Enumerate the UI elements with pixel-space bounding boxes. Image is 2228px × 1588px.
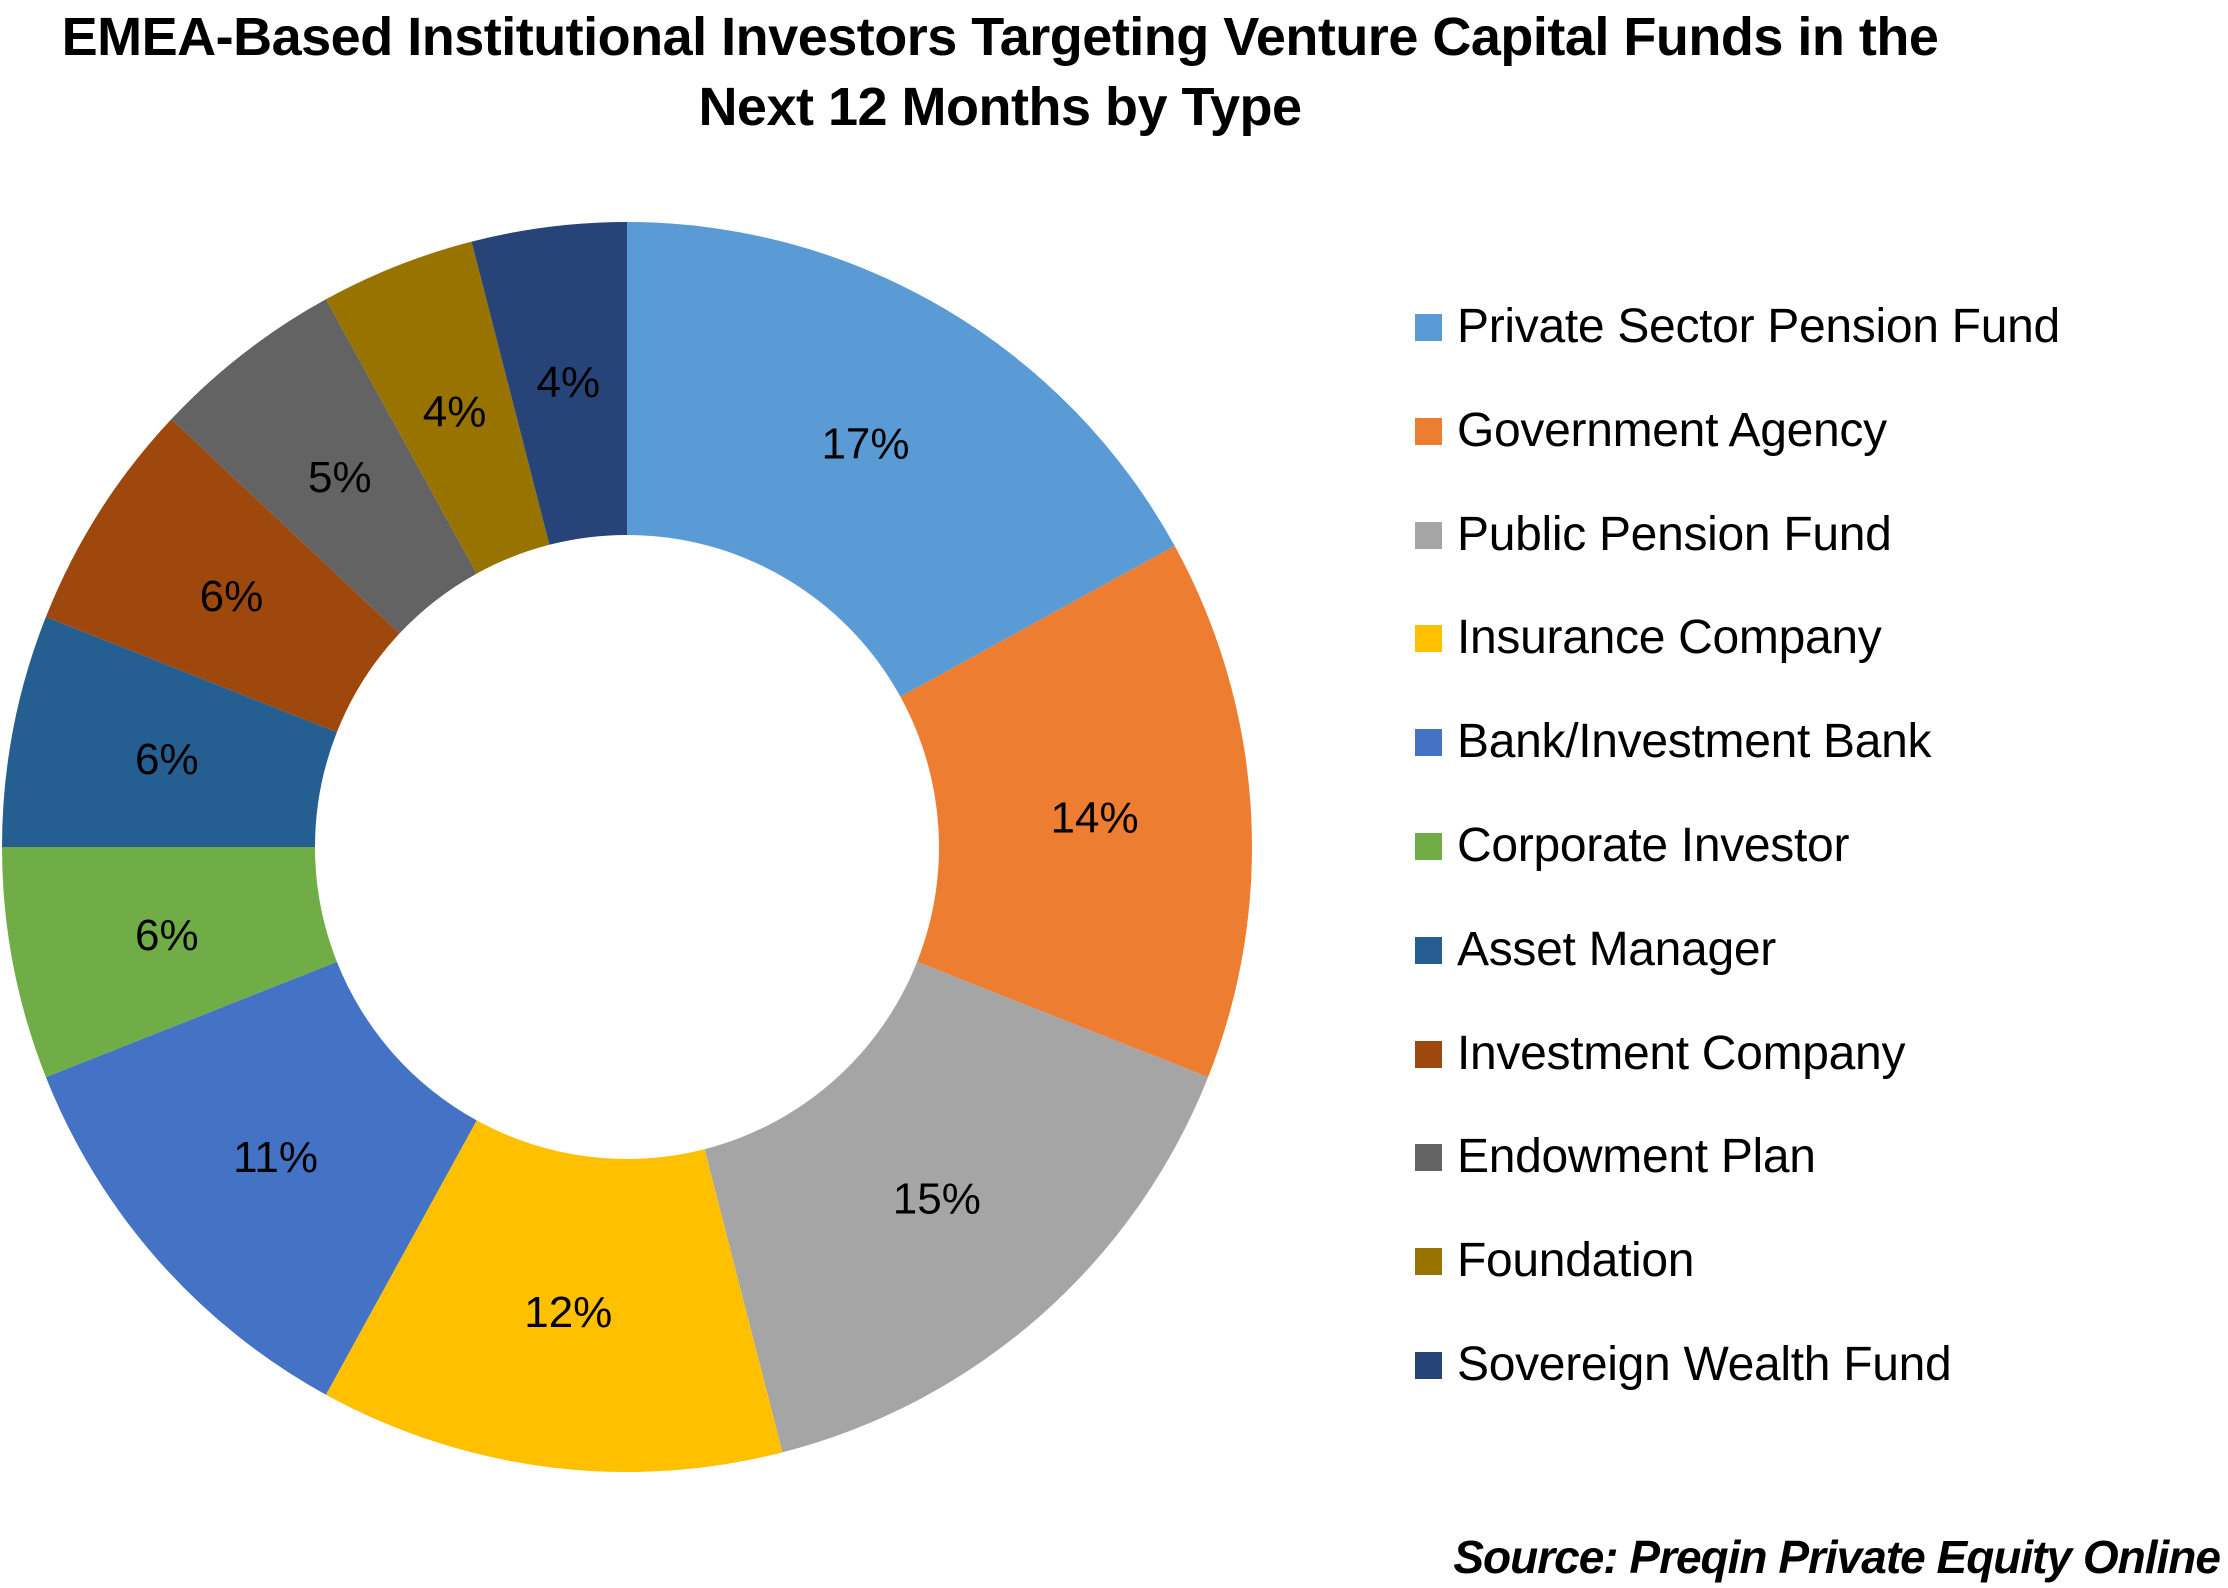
chart-title-line-1: EMEA-Based Institutional Investors Targe… <box>61 7 1939 67</box>
legend-item-public-pension-fund: Public Pension Fund <box>1415 504 2060 608</box>
data-label: 12% <box>524 1288 612 1337</box>
legend-label: Private Sector Pension Fund <box>1457 300 2060 353</box>
donut-chart: 17% 14% 15% 12% 11% 6% 6% 6% 5% 4% 4% <box>2 222 1252 1472</box>
legend-label: Public Pension Fund <box>1457 507 1892 561</box>
donut-slice-corporate-investor <box>2 847 337 1078</box>
chart-legend: Private Sector Pension Fund Government A… <box>1415 296 2060 1438</box>
legend-item-government-agency: Government Agency <box>1415 400 2060 504</box>
data-label: 5% <box>308 453 372 502</box>
data-label: 6% <box>135 735 199 784</box>
legend-label: Insurance Company <box>1457 611 1882 665</box>
legend-swatch-icon <box>1415 1040 1442 1068</box>
data-label: 4% <box>423 387 487 436</box>
source-note: Source: Preqin Private Equity Online <box>1453 1531 2221 1583</box>
data-label: 14% <box>1051 794 1139 843</box>
donut-slice-bank-investment-bank <box>45 961 477 1395</box>
legend-item-asset-manager: Asset Manager <box>1415 919 2060 1023</box>
donut-slices <box>2 222 1252 1472</box>
legend-swatch-icon <box>1415 625 1442 653</box>
chart-title-line-2: Next 12 Months by Type <box>698 77 1302 137</box>
legend-item-endowment-plan: Endowment Plan <box>1415 1126 2060 1230</box>
data-label: 11% <box>233 1133 318 1182</box>
legend-label: Endowment Plan <box>1457 1130 1816 1184</box>
legend-item-bank-investment-bank: Bank/Investment Bank <box>1415 711 2060 815</box>
legend-item-sovereign-wealth-fund: Sovereign Wealth Fund <box>1415 1334 2060 1438</box>
legend-label: Investment Company <box>1457 1026 1906 1080</box>
donut-slice-government-agency <box>900 545 1252 1078</box>
legend-label: Corporate Investor <box>1457 818 1850 872</box>
legend-label: Sovereign Wealth Fund <box>1457 1337 1952 1391</box>
legend-label: Bank/Investment Bank <box>1457 715 1932 769</box>
donut-slice-insurance-company <box>325 1120 783 1472</box>
chart-title: EMEA-Based Institutional Investors Targe… <box>0 2 2000 142</box>
legend-swatch-icon <box>1415 314 1442 341</box>
data-label: 4% <box>536 358 600 407</box>
legend-swatch-icon <box>1415 729 1442 757</box>
legend-label: Asset Manager <box>1457 922 1776 976</box>
legend-swatch-icon <box>1415 832 1442 860</box>
donut-slice-asset-manager <box>2 616 337 847</box>
data-label: 17% <box>821 420 909 469</box>
legend-swatch-icon <box>1415 521 1442 549</box>
donut-slice-public-pension-fund <box>704 961 1209 1453</box>
donut-slice-foundation <box>325 241 550 574</box>
legend-swatch-icon <box>1415 1144 1442 1172</box>
legend-label: Government Agency <box>1457 403 1887 457</box>
legend-item-corporate-investor: Corporate Investor <box>1415 815 2060 919</box>
donut-data-labels: 17% 14% 15% 12% 11% 6% 6% 6% 5% 4% 4% <box>135 358 1139 1337</box>
donut-slice-private-sector-pension-fund <box>627 222 1175 697</box>
legend-item-private-sector-pension-fund: Private Sector Pension Fund <box>1415 296 2060 400</box>
donut-slice-endowment-plan <box>171 299 477 634</box>
legend-item-foundation: Foundation <box>1415 1230 2060 1334</box>
data-label: 15% <box>893 1174 981 1223</box>
donut-slice-sovereign-wealth-fund <box>471 222 627 545</box>
legend-swatch-icon <box>1415 936 1442 964</box>
legend-item-investment-company: Investment Company <box>1415 1023 2060 1127</box>
legend-swatch-icon <box>1415 1248 1442 1276</box>
legend-label: Foundation <box>1457 1234 1695 1288</box>
legend-item-insurance-company: Insurance Company <box>1415 607 2060 711</box>
legend-swatch-icon <box>1415 417 1442 445</box>
legend-swatch-icon <box>1415 1351 1442 1379</box>
donut-slice-investment-company <box>45 419 400 733</box>
data-label: 6% <box>200 572 264 621</box>
data-label: 6% <box>135 911 199 960</box>
